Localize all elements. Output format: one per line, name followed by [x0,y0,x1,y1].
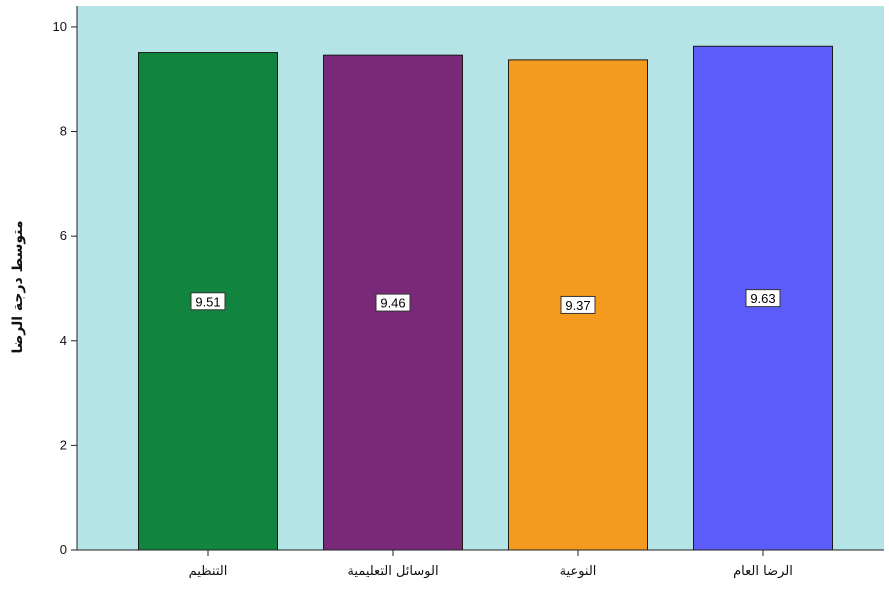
x-tick-label: الوسائل التعليمية [347,564,438,579]
y-tick-label: 4 [60,333,67,348]
data-label-box [560,295,596,314]
y-tick-label: 2 [60,437,67,452]
data-label-box [375,293,411,312]
data-label: 9.63 [750,291,775,306]
data-label: 9.37 [565,298,590,313]
y-tick-label: 8 [60,124,67,139]
data-label: 9.46 [380,296,405,311]
data-label-box [190,292,226,311]
x-tick-label: الرضا العام [733,564,793,579]
y-axis-label: متوسط درجة الرضا [10,220,26,353]
data-label-box [745,289,781,308]
x-tick-label: النوعية [560,564,597,579]
y-tick-label: 0 [60,542,67,557]
x-tick-label: التنظيم [189,564,228,579]
y-tick-label: 10 [53,19,67,34]
data-label: 9.51 [195,294,220,309]
y-tick-label: 6 [60,228,67,243]
